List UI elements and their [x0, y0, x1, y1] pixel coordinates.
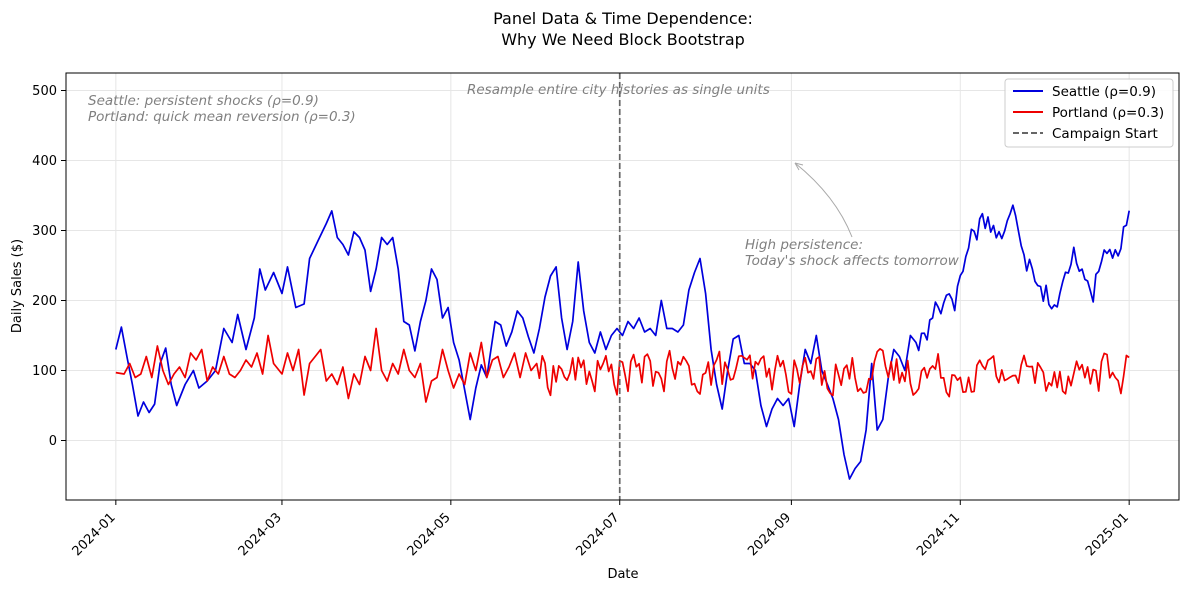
annotation-arrow-head [794, 162, 804, 171]
series-line-portland [115, 327, 1130, 403]
annotation-arrow [794, 162, 853, 238]
series-line-seattle [114, 204, 1131, 480]
y-tick-label: 300 [32, 224, 57, 239]
x-tick-label: 2024-07 [574, 510, 623, 559]
x-tick-label: 2024-05 [405, 510, 454, 559]
x-tick-label: 2024-09 [745, 510, 794, 559]
y-axis: 0 100 200 300 400 500 [32, 84, 66, 449]
grid [66, 73, 1179, 500]
plot-frame [65, 72, 1180, 501]
legend-label-portland: Portland (ρ=0.3) [1052, 105, 1164, 121]
note-high-persistence-line-2: Today's shock affects tomorrow [745, 253, 960, 269]
chart-title-line-2: Why We Need Block Bootstrap [501, 30, 745, 49]
note-resample: Resample entire city histories as single… [467, 82, 770, 98]
legend-label-campaign: Campaign Start [1052, 126, 1158, 142]
legend: Seattle (ρ=0.9) Portland (ρ=0.3) Campaig… [1004, 78, 1174, 148]
y-tick-label: 0 [49, 434, 57, 449]
series-layer [114, 204, 1131, 480]
x-axis-label: Date [607, 567, 638, 582]
y-tick-label: 500 [32, 84, 57, 99]
note-persistence-summary-line-2: Portland: quick mean reversion (ρ=0.3) [88, 109, 356, 125]
x-axis: 2024-01 2024-03 2024-05 2024-07 2024-09 2024-… [70, 500, 1132, 559]
note-persistence-summary-line-1: Seattle: persistent shocks (ρ=0.9) [88, 93, 319, 109]
x-tick-label: 2025-01 [1083, 510, 1132, 559]
chart-title-line-1: Panel Data & Time Dependence: [493, 9, 753, 28]
y-tick-label: 400 [32, 154, 57, 169]
legend-label-seattle: Seattle (ρ=0.9) [1052, 84, 1156, 100]
x-tick-label: 2024-11 [914, 510, 963, 559]
note-high-persistence-line-1: High persistence: [745, 237, 863, 253]
y-tick-label: 100 [32, 364, 57, 379]
y-axis-label: Daily Sales ($) [10, 239, 25, 333]
legend-box [1004, 78, 1174, 148]
x-tick-label: 2024-01 [70, 510, 119, 559]
y-tick-label: 200 [32, 294, 57, 309]
x-tick-label: 2024-03 [236, 510, 285, 559]
